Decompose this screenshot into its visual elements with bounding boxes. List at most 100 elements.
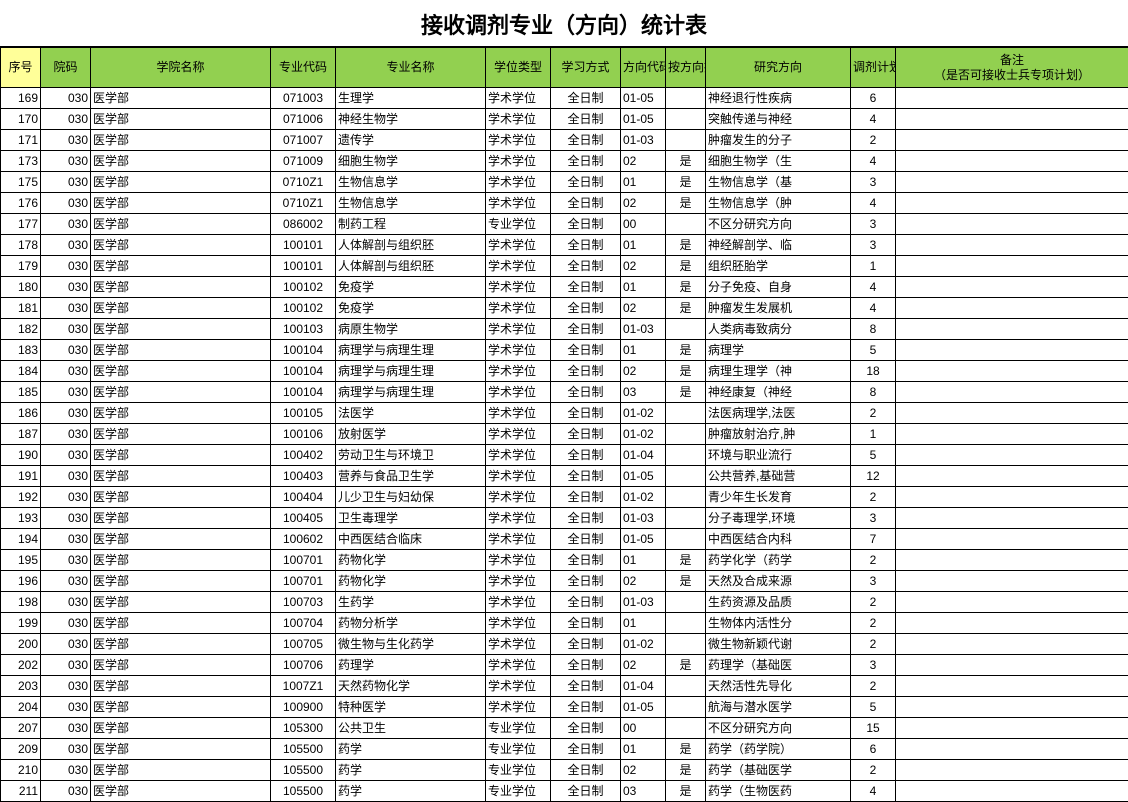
table-row: 195030医学部100701药物化学学术学位全日制01是药学化学（药学2 [1,550,1128,571]
cell-code: 030 [41,655,91,676]
cell-majorCode: 0710Z1 [271,172,336,193]
cell-dir: 药学化学（药学 [706,550,851,571]
cell-degree: 学术学位 [486,676,551,697]
cell-seq: 186 [1,403,41,424]
cell-plan: 4 [851,193,896,214]
cell-college: 医学部 [91,109,271,130]
cell-dir: 病理学 [706,340,851,361]
cell-majorName: 免疫学 [336,298,486,319]
cell-seq: 210 [1,760,41,781]
cell-byDir: 是 [666,382,706,403]
cell-byDir [666,403,706,424]
cell-majorName: 药学 [336,739,486,760]
cell-majorCode: 100404 [271,487,336,508]
cell-remark [896,382,1128,403]
cell-seq: 207 [1,718,41,739]
cell-study: 全日制 [551,718,621,739]
cell-code: 030 [41,718,91,739]
cell-remark [896,697,1128,718]
cell-code: 030 [41,613,91,634]
cell-majorCode: 100103 [271,319,336,340]
cell-study: 全日制 [551,466,621,487]
cell-college: 医学部 [91,298,271,319]
cell-college: 医学部 [91,634,271,655]
cell-majorName: 免疫学 [336,277,486,298]
cell-remark [896,109,1128,130]
cell-majorCode: 100101 [271,235,336,256]
cell-majorName: 微生物与生化药学 [336,634,486,655]
cell-seq: 195 [1,550,41,571]
data-table: 序号院码学院名称专业代码专业名称学位类型学习方式方向代码按方向招生研究方向调剂计… [0,47,1128,802]
cell-dirCode: 01-04 [621,445,666,466]
cell-dir: 生物体内活性分 [706,613,851,634]
cell-remark [896,613,1128,634]
cell-byDir [666,466,706,487]
cell-byDir: 是 [666,781,706,802]
cell-majorName: 药物化学 [336,550,486,571]
cell-study: 全日制 [551,172,621,193]
cell-plan: 4 [851,277,896,298]
cell-majorName: 人体解剖与组织胚 [336,256,486,277]
cell-degree: 学术学位 [486,487,551,508]
cell-dirCode: 02 [621,256,666,277]
table-row: 192030医学部100404儿少卫生与妇幼保学术学位全日制01-02青少年生长… [1,487,1128,508]
cell-plan: 2 [851,613,896,634]
cell-college: 医学部 [91,256,271,277]
cell-majorCode: 100102 [271,298,336,319]
cell-degree: 学术学位 [486,403,551,424]
cell-dirCode: 01 [621,739,666,760]
cell-degree: 学术学位 [486,193,551,214]
cell-seq: 196 [1,571,41,592]
cell-code: 030 [41,739,91,760]
cell-majorCode: 1007Z1 [271,676,336,697]
cell-seq: 190 [1,445,41,466]
cell-remark [896,655,1128,676]
cell-study: 全日制 [551,508,621,529]
table-body: 169030医学部071003生理学学术学位全日制01-05神经退行性疾病6 17… [1,88,1128,802]
cell-plan: 3 [851,655,896,676]
cell-majorName: 制药工程 [336,214,486,235]
cell-college: 医学部 [91,424,271,445]
cell-majorCode: 100705 [271,634,336,655]
cell-seq: 198 [1,592,41,613]
cell-study: 全日制 [551,781,621,802]
cell-dir: 组织胚胎学 [706,256,851,277]
cell-majorName: 儿少卫生与妇幼保 [336,487,486,508]
table-row: 169030医学部071003生理学学术学位全日制01-05神经退行性疾病6 [1,88,1128,109]
cell-majorCode: 100402 [271,445,336,466]
cell-seq: 173 [1,151,41,172]
cell-majorCode: 100706 [271,655,336,676]
cell-code: 030 [41,214,91,235]
cell-dirCode: 03 [621,781,666,802]
cell-degree: 学术学位 [486,592,551,613]
cell-college: 医学部 [91,214,271,235]
cell-dir: 人类病毒致病分 [706,319,851,340]
cell-byDir [666,487,706,508]
cell-degree: 学术学位 [486,109,551,130]
cell-study: 全日制 [551,592,621,613]
cell-seq: 181 [1,298,41,319]
cell-majorName: 病理学与病理生理 [336,361,486,382]
cell-code: 030 [41,172,91,193]
table-row: 204030医学部100900特种医学学术学位全日制01-05航海与潜水医学5 [1,697,1128,718]
cell-byDir: 是 [666,739,706,760]
cell-seq: 183 [1,340,41,361]
cell-remark [896,592,1128,613]
cell-dirCode: 01-02 [621,487,666,508]
cell-dirCode: 00 [621,718,666,739]
cell-code: 030 [41,382,91,403]
cell-dirCode: 01-05 [621,529,666,550]
cell-college: 医学部 [91,151,271,172]
cell-dir: 分子免疫、自身 [706,277,851,298]
cell-seq: 209 [1,739,41,760]
cell-byDir [666,676,706,697]
cell-dir: 神经解剖学、临 [706,235,851,256]
cell-study: 全日制 [551,88,621,109]
cell-degree: 专业学位 [486,760,551,781]
cell-college: 医学部 [91,676,271,697]
cell-dir: 药理学（基础医 [706,655,851,676]
cell-code: 030 [41,529,91,550]
table-row: 187030医学部100106放射医学学术学位全日制01-02肿瘤放射治疗,肿1 [1,424,1128,445]
table-row: 184030医学部100104病理学与病理生理学术学位全日制02是病理生理学（神… [1,361,1128,382]
cell-remark [896,739,1128,760]
